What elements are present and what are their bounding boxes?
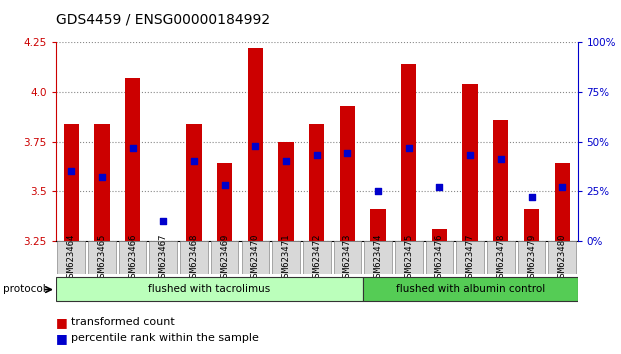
Bar [401, 64, 417, 241]
FancyBboxPatch shape [425, 241, 453, 274]
Bar [186, 124, 202, 241]
FancyBboxPatch shape [180, 241, 208, 274]
FancyBboxPatch shape [242, 241, 269, 274]
Bar [278, 142, 294, 241]
Point [66, 169, 76, 174]
FancyBboxPatch shape [303, 241, 330, 274]
FancyBboxPatch shape [56, 278, 363, 301]
Text: GSM623477: GSM623477 [466, 233, 474, 282]
Text: GSM623467: GSM623467 [159, 233, 168, 282]
Text: GDS4459 / ENSG00000184992: GDS4459 / ENSG00000184992 [56, 12, 270, 27]
Bar [493, 120, 509, 241]
Text: percentile rank within the sample: percentile rank within the sample [71, 333, 260, 343]
Text: ■: ■ [56, 332, 68, 344]
Text: GSM623469: GSM623469 [220, 233, 229, 282]
FancyBboxPatch shape [333, 241, 361, 274]
Text: GSM623475: GSM623475 [404, 233, 413, 282]
Point [404, 145, 414, 150]
Point [128, 145, 138, 150]
Point [373, 188, 383, 194]
Bar [94, 124, 109, 241]
Bar [524, 209, 539, 241]
Bar [309, 124, 324, 241]
Text: GSM623472: GSM623472 [312, 233, 321, 282]
FancyBboxPatch shape [88, 241, 116, 274]
Text: transformed count: transformed count [71, 317, 175, 327]
Text: GSM623470: GSM623470 [251, 233, 260, 282]
Text: GSM623474: GSM623474 [374, 233, 383, 282]
Bar [340, 106, 355, 241]
Bar [217, 164, 232, 241]
Point [312, 153, 322, 158]
Bar [370, 209, 386, 241]
Text: GSM623465: GSM623465 [97, 233, 106, 282]
Bar [463, 84, 478, 241]
Point [465, 153, 475, 158]
Bar [432, 229, 447, 241]
Text: GSM623464: GSM623464 [66, 233, 76, 282]
Bar [248, 48, 263, 241]
FancyBboxPatch shape [487, 241, 515, 274]
FancyBboxPatch shape [211, 241, 238, 274]
Text: flushed with tacrolimus: flushed with tacrolimus [148, 284, 270, 295]
Text: GSM623479: GSM623479 [527, 233, 536, 282]
FancyBboxPatch shape [395, 241, 422, 274]
FancyBboxPatch shape [365, 241, 392, 274]
FancyBboxPatch shape [272, 241, 300, 274]
Point [97, 175, 107, 180]
Text: GSM623480: GSM623480 [558, 233, 567, 282]
Text: GSM623476: GSM623476 [435, 233, 444, 282]
Point [158, 218, 168, 224]
FancyBboxPatch shape [363, 278, 578, 301]
Text: GSM623466: GSM623466 [128, 233, 137, 282]
FancyBboxPatch shape [456, 241, 484, 274]
Bar [125, 78, 140, 241]
FancyBboxPatch shape [57, 241, 85, 274]
Bar [63, 124, 79, 241]
FancyBboxPatch shape [119, 241, 147, 274]
Text: GSM623473: GSM623473 [343, 233, 352, 282]
Point [189, 159, 199, 164]
Text: GSM623468: GSM623468 [189, 233, 199, 282]
Bar [555, 164, 570, 241]
Text: GSM623471: GSM623471 [281, 233, 291, 282]
Point [250, 143, 260, 148]
Point [342, 151, 352, 156]
Text: protocol: protocol [3, 284, 46, 294]
Point [557, 184, 567, 190]
Point [527, 194, 537, 200]
Point [435, 184, 445, 190]
Text: flushed with albumin control: flushed with albumin control [396, 284, 545, 295]
Point [281, 159, 291, 164]
Text: GSM623478: GSM623478 [496, 233, 505, 282]
FancyBboxPatch shape [150, 241, 177, 274]
FancyBboxPatch shape [518, 241, 545, 274]
Point [496, 156, 505, 162]
FancyBboxPatch shape [548, 241, 576, 274]
Point [220, 182, 230, 188]
Text: ■: ■ [56, 316, 68, 329]
